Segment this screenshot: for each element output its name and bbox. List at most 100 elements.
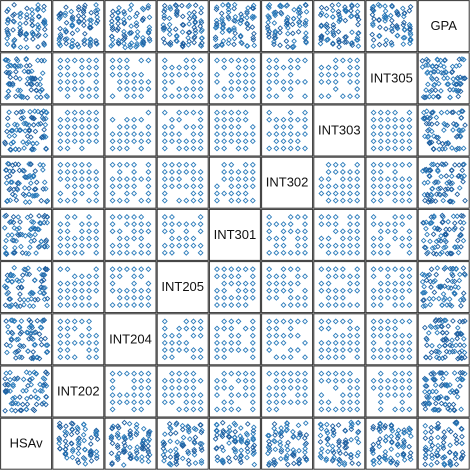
panel-border — [417, 365, 470, 418]
data-point — [57, 221, 64, 228]
data-point — [347, 302, 353, 308]
scatter-panel — [214, 318, 256, 361]
data-point — [325, 339, 332, 346]
data-point — [221, 161, 228, 168]
data-point — [384, 228, 391, 235]
data-point — [127, 6, 133, 13]
data-point — [109, 377, 116, 384]
scatter-panel — [214, 370, 256, 413]
data-point — [422, 455, 429, 461]
data-point — [235, 123, 242, 130]
data-point — [332, 78, 339, 85]
data-point — [123, 123, 130, 130]
data-point — [116, 138, 123, 145]
data-point — [280, 280, 287, 287]
data-point — [176, 325, 183, 332]
data-point — [295, 19, 302, 26]
data-point — [93, 339, 100, 346]
data-point — [169, 392, 175, 399]
data-point — [406, 425, 413, 432]
data-point — [438, 88, 444, 94]
data-point — [179, 21, 186, 28]
data-point — [454, 325, 461, 331]
data-point — [138, 266, 145, 273]
data-point — [18, 318, 25, 324]
data-point — [64, 145, 71, 152]
data-point — [242, 392, 249, 399]
data-point — [347, 287, 353, 294]
data-point — [377, 406, 384, 413]
data-point — [93, 273, 100, 280]
data-point — [443, 238, 449, 245]
data-point — [86, 176, 92, 183]
data-point — [140, 446, 147, 452]
data-point — [197, 123, 204, 130]
data-point — [420, 115, 427, 122]
data-point — [10, 42, 17, 49]
data-point — [453, 133, 460, 140]
data-point — [176, 406, 183, 413]
data-point — [88, 458, 95, 464]
data-point — [44, 370, 51, 377]
data-point — [273, 332, 280, 339]
data-point — [432, 87, 439, 94]
data-point — [176, 221, 183, 228]
data-point — [17, 407, 24, 414]
data-point — [138, 214, 145, 220]
data-point — [266, 273, 273, 280]
data-point — [441, 297, 447, 303]
data-point — [242, 347, 249, 353]
data-point — [232, 454, 239, 461]
data-point — [191, 425, 198, 432]
data-point — [425, 330, 432, 336]
data-point — [180, 434, 187, 441]
data-point — [339, 332, 346, 339]
data-point — [78, 64, 85, 71]
data-point — [456, 318, 463, 325]
data-point — [237, 457, 244, 463]
data-point — [456, 185, 463, 191]
data-point — [406, 116, 413, 123]
data-point — [56, 440, 63, 447]
data-point — [266, 116, 273, 123]
data-point — [44, 198, 51, 204]
data-point — [421, 109, 427, 116]
data-point — [138, 131, 145, 138]
data-point — [161, 197, 168, 204]
data-point — [384, 131, 391, 138]
data-point — [235, 273, 242, 280]
data-point — [296, 13, 303, 20]
data-point — [291, 38, 297, 45]
data-point — [423, 225, 429, 232]
data-point — [399, 138, 406, 145]
data-point — [377, 3, 383, 9]
data-point — [64, 131, 71, 138]
data-point — [169, 242, 175, 249]
data-point — [57, 169, 64, 175]
data-point — [19, 250, 26, 256]
data-point — [339, 235, 346, 242]
data-point — [140, 15, 147, 22]
data-point — [82, 30, 88, 37]
data-point — [399, 183, 406, 190]
data-point — [39, 318, 46, 325]
data-point — [64, 161, 71, 168]
data-point — [266, 347, 273, 353]
data-point — [445, 284, 452, 291]
data-point — [342, 427, 348, 434]
data-point — [93, 242, 100, 249]
data-point — [78, 57, 85, 64]
data-point — [332, 294, 339, 301]
data-point — [219, 17, 225, 24]
data-point — [78, 109, 85, 116]
data-point — [33, 179, 40, 186]
data-point — [8, 218, 14, 225]
data-point — [5, 81, 12, 87]
data-point — [235, 406, 242, 413]
data-point — [249, 197, 256, 204]
data-point — [336, 447, 342, 454]
data-point — [57, 145, 64, 152]
data-point — [273, 384, 280, 391]
data-point — [291, 453, 297, 459]
data-point — [243, 430, 250, 437]
